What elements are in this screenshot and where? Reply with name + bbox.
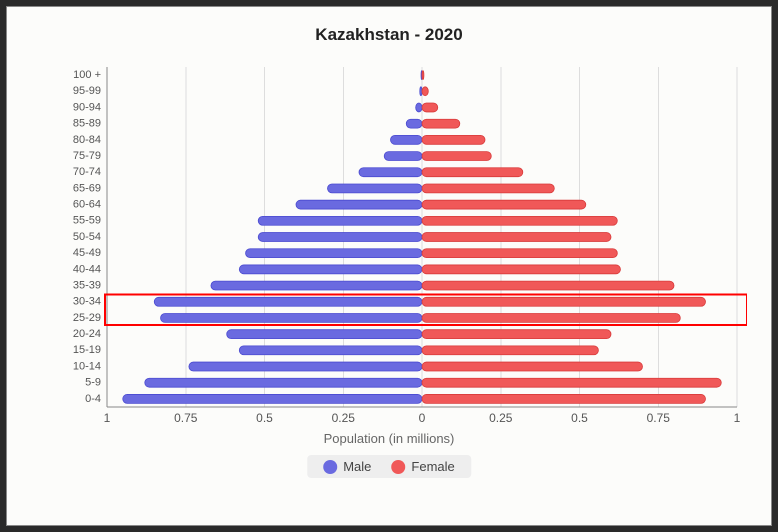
chart-area: 10.750.50.2500.250.50.7510-45-910-1415-1… <box>67 62 747 432</box>
male-bar <box>391 135 423 144</box>
female-bar <box>422 71 424 80</box>
svg-text:0.5: 0.5 <box>571 411 588 425</box>
male-bar <box>258 216 422 225</box>
male-bar <box>189 362 422 371</box>
legend-male-label: Male <box>343 459 371 474</box>
male-bar <box>145 378 422 387</box>
legend-item-female: Female <box>391 459 454 474</box>
svg-text:15-19: 15-19 <box>73 344 101 356</box>
female-bar <box>422 281 674 290</box>
svg-text:100 +: 100 + <box>73 69 101 81</box>
svg-text:0.75: 0.75 <box>647 411 671 425</box>
female-bar <box>422 135 485 144</box>
svg-text:20-24: 20-24 <box>73 328 101 340</box>
chart-title: Kazakhstan - 2020 <box>7 25 771 45</box>
svg-text:60-64: 60-64 <box>73 199 101 211</box>
female-bar <box>422 168 523 177</box>
svg-text:75-79: 75-79 <box>73 150 101 162</box>
svg-text:40-44: 40-44 <box>73 263 101 275</box>
svg-text:95-99: 95-99 <box>73 85 101 97</box>
svg-text:80-84: 80-84 <box>73 134 101 146</box>
svg-text:85-89: 85-89 <box>73 118 101 130</box>
svg-text:0: 0 <box>419 411 426 425</box>
legend-female-label: Female <box>411 459 454 474</box>
svg-text:10-14: 10-14 <box>73 360 101 372</box>
svg-text:45-49: 45-49 <box>73 247 101 259</box>
svg-text:70-74: 70-74 <box>73 166 101 178</box>
female-bar <box>422 362 643 371</box>
svg-text:5-9: 5-9 <box>85 377 101 389</box>
male-bar <box>296 200 422 209</box>
female-bar <box>422 346 598 355</box>
svg-text:25-29: 25-29 <box>73 312 101 324</box>
legend-item-male: Male <box>323 459 371 474</box>
svg-text:65-69: 65-69 <box>73 182 101 194</box>
female-bar <box>422 233 611 242</box>
svg-text:50-54: 50-54 <box>73 231 101 243</box>
male-bar <box>246 249 422 258</box>
svg-text:1: 1 <box>104 411 111 425</box>
female-bar <box>422 314 680 323</box>
legend: Male Female <box>307 455 471 478</box>
male-bar <box>227 330 422 339</box>
male-bar <box>328 184 423 193</box>
male-bar <box>258 233 422 242</box>
female-bar <box>422 103 438 112</box>
female-bar <box>422 394 706 403</box>
female-bar <box>422 330 611 339</box>
svg-text:35-39: 35-39 <box>73 279 101 291</box>
male-bar <box>239 346 422 355</box>
male-bar <box>161 314 422 323</box>
female-bar <box>422 378 721 387</box>
male-bar <box>384 152 422 161</box>
female-bar <box>422 200 586 209</box>
svg-text:30-34: 30-34 <box>73 296 101 308</box>
svg-text:0.75: 0.75 <box>174 411 198 425</box>
svg-text:90-94: 90-94 <box>73 101 101 113</box>
male-bar <box>154 297 422 306</box>
male-bar <box>416 103 422 112</box>
male-bar <box>123 394 422 403</box>
svg-text:0-4: 0-4 <box>85 393 101 405</box>
female-bar <box>422 216 617 225</box>
svg-text:0.25: 0.25 <box>332 411 356 425</box>
svg-text:55-59: 55-59 <box>73 215 101 227</box>
chart-frame: Kazakhstan - 2020 1 0.75 0.5 0.25 0 0.25 0.5 0.… <box>6 6 772 526</box>
male-bar <box>239 265 422 274</box>
male-swatch-icon <box>323 460 337 474</box>
female-bar <box>422 297 706 306</box>
pyramid-svg: 10.750.50.2500.250.50.7510-45-910-1415-1… <box>67 62 747 432</box>
female-bar <box>422 184 554 193</box>
female-swatch-icon <box>391 460 405 474</box>
x-axis-label: Population (in millions) <box>7 431 771 446</box>
female-bar <box>422 265 620 274</box>
female-bar <box>422 87 428 96</box>
female-bar <box>422 249 617 258</box>
female-bar <box>422 119 460 128</box>
male-bar <box>211 281 422 290</box>
female-bar <box>422 152 491 161</box>
male-bar <box>359 168 422 177</box>
male-bar <box>406 119 422 128</box>
svg-text:0.25: 0.25 <box>489 411 513 425</box>
svg-text:1: 1 <box>734 411 741 425</box>
svg-text:0.5: 0.5 <box>256 411 273 425</box>
